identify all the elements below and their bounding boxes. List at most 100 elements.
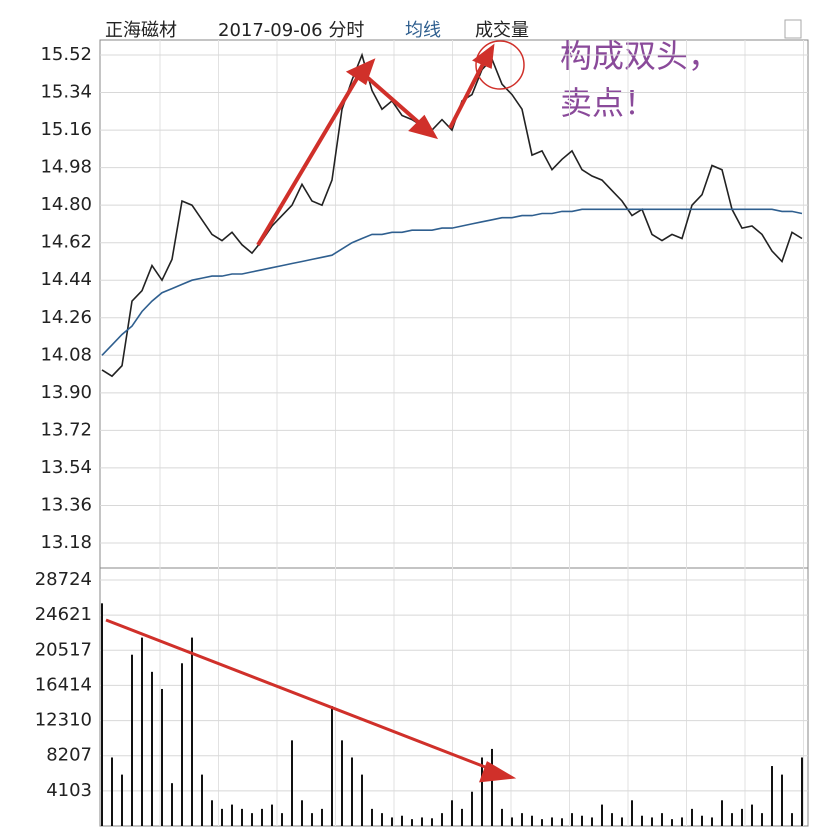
volume-bar [121, 774, 123, 826]
volume-bar [671, 819, 673, 826]
volume-bar [611, 813, 613, 826]
y-tick-label: 15.52 [40, 44, 92, 65]
volume-bar [511, 817, 513, 826]
volume-bar [641, 815, 643, 826]
volume-bar [651, 817, 653, 826]
volume-bar [471, 791, 473, 826]
arrow-head [472, 43, 495, 69]
y-tick-label: 13.54 [40, 457, 92, 478]
volume-bar [341, 740, 343, 826]
volume-bar [521, 813, 523, 826]
volume-bar [721, 800, 723, 826]
volume-bar [141, 637, 143, 826]
arrow [105, 618, 499, 774]
volume-bar [391, 817, 393, 826]
volume-bar [621, 817, 623, 826]
volume-bar [301, 800, 303, 826]
volume-bar [131, 654, 133, 826]
y-tick-label: 8207 [46, 745, 92, 766]
arrow [448, 57, 488, 129]
volume-bar [501, 808, 503, 826]
volume-bar [481, 757, 483, 826]
volume-bar [221, 808, 223, 826]
price-line [101, 52, 803, 378]
volume-bar [351, 757, 353, 826]
volume-bar [201, 774, 203, 826]
arrow [256, 68, 364, 247]
volume-bar [561, 818, 563, 826]
y-tick-label: 24621 [35, 604, 92, 625]
volume-bar [421, 817, 423, 826]
volume-bar [571, 813, 573, 826]
volume-bar [591, 817, 593, 826]
volume-bar [461, 808, 463, 826]
y-tick-label: 20517 [35, 639, 92, 660]
volume-bar [311, 813, 313, 826]
y-tick-label: 4103 [46, 780, 92, 801]
volume-bar [271, 804, 273, 826]
volume-bar [321, 808, 323, 826]
y-tick-label: 12310 [35, 710, 92, 731]
volume-bar [491, 748, 493, 826]
volume-bar [401, 815, 403, 826]
volume-bar [151, 671, 153, 826]
arrows [105, 43, 517, 783]
volume-bar [531, 815, 533, 826]
y-tick-label: 14.62 [40, 232, 92, 253]
y-tick-label: 13.90 [40, 382, 92, 403]
volume-bar [181, 663, 183, 826]
price-line [101, 208, 803, 356]
y-tick-label: 13.36 [40, 494, 92, 515]
volume-bar [691, 808, 693, 826]
annotation: 构成双头， [560, 37, 720, 75]
volume-bar [101, 603, 103, 826]
y-tick-label: 16414 [35, 674, 92, 695]
volume-bar [451, 800, 453, 826]
chart-subtitle: 2017-09-06 分时 [218, 20, 364, 41]
volume-bar [761, 813, 763, 826]
chart-title: 正海磁材 [105, 20, 177, 41]
volume-bar [431, 818, 433, 826]
volume-bar [161, 688, 163, 826]
volume-bar [281, 813, 283, 826]
y-tick-label: 15.16 [40, 119, 92, 140]
volume-bar [541, 819, 543, 826]
volume-bar [701, 815, 703, 826]
volume-bar [631, 800, 633, 826]
volume-bar [781, 774, 783, 826]
legend-entry: 均线 [405, 20, 441, 41]
volume-bar [241, 808, 243, 826]
volume-bar [111, 757, 113, 826]
volume-bar [331, 706, 333, 826]
volume-bar [681, 817, 683, 826]
volume-bar [601, 804, 603, 826]
volume-bar [791, 813, 793, 826]
volume-bar [741, 808, 743, 826]
arrow-head [345, 58, 376, 86]
volume-bar [361, 774, 363, 826]
volume-bar [731, 813, 733, 826]
y-tick-label: 14.80 [40, 194, 92, 215]
volume-bar [251, 813, 253, 826]
volume-title: 成交量 [475, 20, 529, 41]
volume-bar [171, 783, 173, 826]
volume-bar [411, 819, 413, 826]
y-tick-label: 14.98 [40, 157, 92, 178]
volume-bar [381, 813, 383, 826]
volume-bar [231, 804, 233, 826]
y-tick-label: 13.18 [40, 532, 92, 553]
volume-bar [261, 808, 263, 826]
volume-bar [291, 740, 293, 826]
y-tick-label: 14.44 [40, 269, 92, 290]
arrow-head [408, 114, 439, 140]
volume-bar [661, 813, 663, 826]
volume-bar [191, 637, 193, 826]
arrow-head [478, 761, 517, 783]
volume-bar [711, 817, 713, 826]
y-tick-label: 15.34 [40, 82, 92, 103]
y-tick-label: 13.72 [40, 419, 92, 440]
y-tick-label: 14.08 [40, 344, 92, 365]
arrow [366, 76, 427, 130]
